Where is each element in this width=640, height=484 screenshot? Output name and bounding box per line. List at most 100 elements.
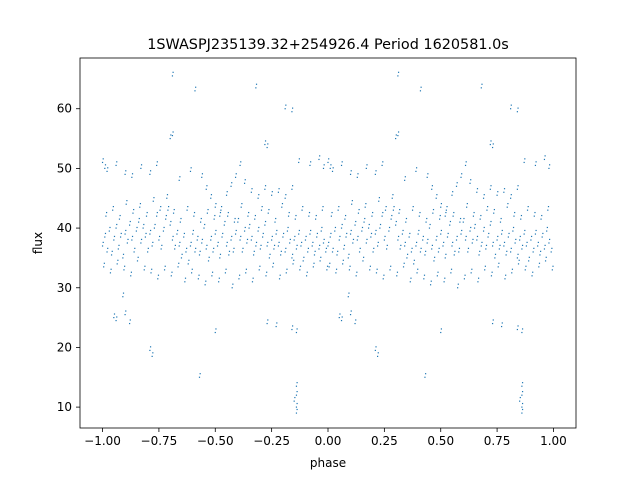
data-point	[341, 316, 343, 318]
data-point	[435, 197, 437, 199]
data-point	[355, 220, 357, 223]
data-point	[474, 223, 476, 226]
data-point	[534, 233, 537, 235]
data-point	[373, 247, 375, 249]
data-point	[408, 236, 410, 238]
data-point	[237, 217, 240, 220]
data-point	[453, 254, 455, 256]
data-point	[318, 158, 320, 161]
data-point	[381, 164, 383, 167]
data-point	[322, 206, 324, 208]
data-point	[391, 214, 393, 217]
data-point	[449, 224, 451, 226]
data-point	[365, 242, 367, 244]
data-point	[382, 161, 384, 163]
data-point	[258, 269, 260, 271]
data-point	[298, 229, 300, 232]
data-point	[149, 346, 152, 348]
data-point	[420, 86, 422, 88]
data-point	[521, 248, 523, 250]
data-point	[294, 235, 296, 238]
data-point	[220, 209, 222, 211]
data-point	[386, 244, 388, 246]
data-point	[245, 268, 247, 270]
data-point	[484, 265, 486, 267]
data-point	[513, 215, 515, 217]
data-point	[486, 209, 488, 211]
data-point	[348, 292, 350, 294]
data-point	[166, 194, 169, 196]
data-point	[416, 167, 418, 169]
data-point	[316, 236, 318, 238]
data-point	[520, 214, 523, 217]
data-point	[228, 254, 230, 256]
data-point	[153, 197, 155, 199]
data-point	[214, 233, 216, 235]
data-point	[309, 164, 311, 167]
data-point	[305, 275, 308, 277]
data-point	[418, 229, 420, 232]
data-point	[298, 233, 300, 235]
data-point	[171, 239, 174, 241]
data-point	[310, 229, 312, 232]
data-point	[262, 232, 264, 235]
data-point	[327, 245, 329, 247]
data-point	[195, 247, 197, 249]
data-point	[104, 167, 106, 169]
data-point	[169, 137, 171, 140]
data-point	[350, 170, 352, 172]
data-point	[419, 211, 421, 214]
data-point	[205, 280, 207, 282]
data-point	[174, 244, 176, 246]
data-point	[336, 254, 338, 256]
data-point	[357, 212, 360, 214]
data-point	[406, 257, 408, 259]
data-point	[149, 170, 152, 172]
data-point	[205, 188, 207, 190]
data-point	[251, 281, 254, 283]
data-point	[278, 278, 281, 280]
data-point	[264, 224, 266, 226]
data-point	[347, 257, 349, 259]
data-point	[384, 235, 386, 238]
data-point	[316, 232, 318, 235]
data-point	[281, 203, 284, 205]
data-point	[308, 211, 311, 214]
data-point	[530, 235, 533, 238]
data-point	[445, 211, 447, 214]
data-point	[184, 281, 186, 283]
data-point	[325, 247, 328, 249]
data-point	[122, 257, 124, 259]
data-point	[292, 325, 294, 327]
data-point	[426, 176, 428, 178]
data-point	[214, 206, 216, 208]
data-point	[478, 277, 480, 279]
data-point	[249, 223, 251, 226]
data-point	[330, 232, 332, 235]
data-point	[552, 265, 554, 267]
data-point	[363, 221, 365, 223]
data-point	[349, 314, 352, 316]
data-point	[431, 244, 433, 246]
data-point	[459, 217, 462, 220]
data-point	[498, 248, 500, 250]
x-tick-label: 0.00	[315, 434, 342, 448]
data-point	[144, 265, 146, 267]
data-point	[544, 155, 546, 157]
data-point	[230, 185, 232, 187]
data-point	[383, 239, 385, 241]
data-point	[549, 164, 551, 166]
data-point	[335, 268, 338, 270]
data-point	[411, 209, 414, 211]
data-point	[314, 250, 316, 252]
data-point	[264, 188, 266, 190]
data-point	[267, 241, 269, 243]
data-point	[517, 185, 519, 187]
data-point	[386, 248, 388, 250]
data-point	[533, 247, 535, 249]
data-point	[497, 235, 499, 238]
data-point	[264, 220, 267, 223]
data-point	[399, 208, 401, 211]
data-point	[436, 275, 438, 277]
data-point	[199, 373, 201, 375]
